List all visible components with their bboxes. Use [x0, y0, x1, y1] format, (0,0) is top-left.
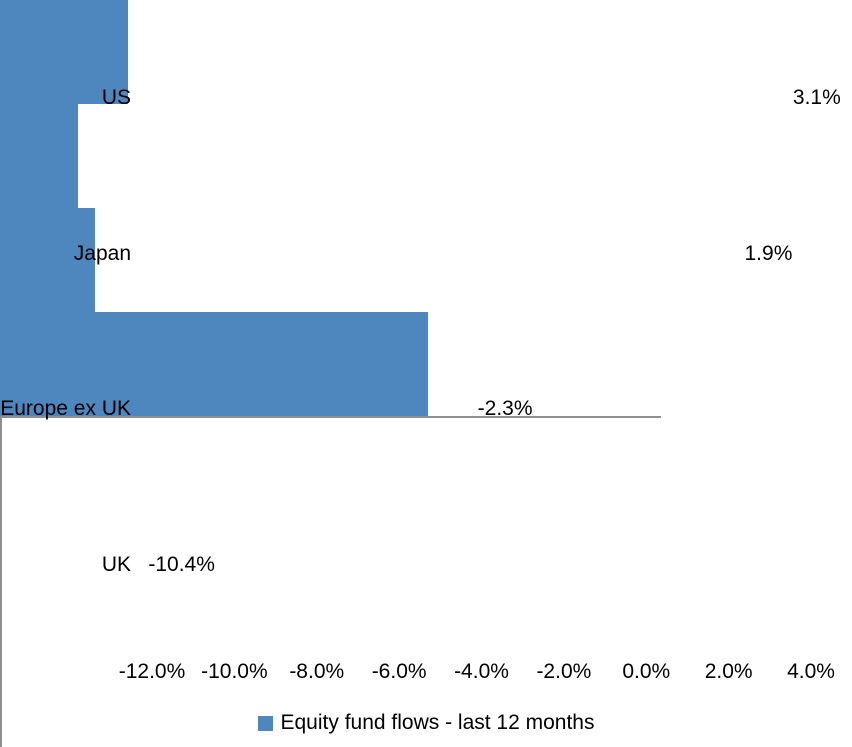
x-tick-label: 4.0% [787, 660, 835, 683]
category-label: Europe ex UK [0, 397, 131, 421]
value-label: -2.3% [477, 397, 533, 421]
x-tick-label: -10.0% [201, 660, 268, 683]
x-tick-label: 0.0% [622, 660, 671, 683]
legend-color-swatch [257, 715, 273, 731]
bar [0, 208, 95, 312]
value-label: 3.1% [792, 85, 841, 109]
legend-label: Equity fund flows - last 12 months [280, 711, 595, 734]
x-tick-label: -4.0% [454, 660, 509, 683]
x-tick-label: -12.0% [118, 660, 186, 683]
legend: Equity fund flows - last 12 months [0, 706, 852, 740]
category-label: US [101, 85, 131, 109]
x-tick-label: -2.0% [536, 660, 592, 683]
value-label: 1.9% [744, 241, 793, 265]
x-axis-line [0, 416, 661, 418]
category-label: Japan [73, 241, 131, 265]
y-axis-line [0, 418, 2, 747]
category-label: UK [101, 553, 131, 577]
bar [0, 312, 429, 416]
x-tick-label: 2.0% [704, 660, 753, 683]
value-label: -10.4% [148, 553, 215, 577]
x-tick-label: -8.0% [289, 660, 345, 683]
bar [0, 104, 79, 208]
x-tick-label: -6.0% [371, 660, 427, 683]
bar [0, 0, 128, 104]
